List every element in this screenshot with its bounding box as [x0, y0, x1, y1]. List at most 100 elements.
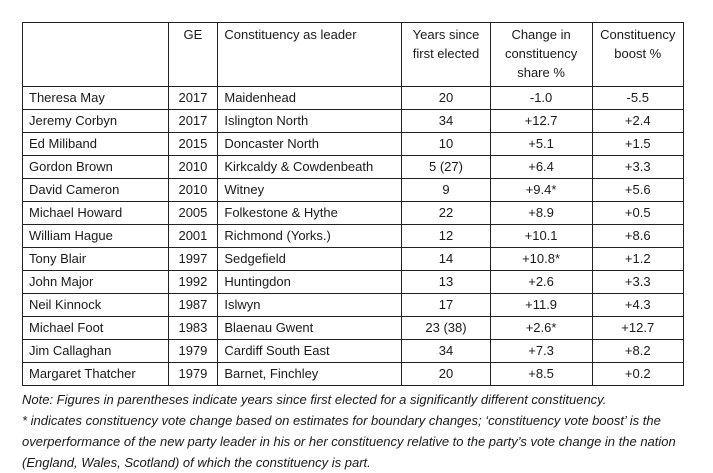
cell-boost: +3.3 — [591, 155, 684, 179]
cell-ge: 1983 — [167, 316, 219, 340]
cell-boost: +2.4 — [591, 109, 684, 133]
header-constituency: Constituency as leader — [217, 22, 403, 87]
cell-boost: +1.2 — [591, 247, 684, 271]
table-row: Margaret Thatcher 1979 Barnet, Finchley 20 +… — [22, 362, 684, 386]
cell-boost: -5.5 — [591, 86, 684, 110]
cell-boost: +12.7 — [591, 316, 684, 340]
cell-years: 13 — [401, 270, 491, 294]
cell-name: Theresa May — [22, 86, 169, 110]
cell-name: Neil Kinnock — [22, 293, 169, 317]
document: GE Constituency as leader Years since fi… — [22, 22, 697, 473]
cell-change: +11.9 — [489, 293, 593, 317]
header-years: Years since first elected — [401, 22, 491, 87]
cell-ge: 1987 — [167, 293, 219, 317]
cell-ge: 2017 — [167, 109, 219, 133]
cell-years: 22 — [401, 201, 491, 225]
cell-name: Margaret Thatcher — [22, 362, 169, 386]
table-header: GE Constituency as leader Years since fi… — [22, 22, 684, 87]
cell-ge: 2015 — [167, 132, 219, 156]
cell-name: Jeremy Corbyn — [22, 109, 169, 133]
cell-years: 20 — [401, 362, 491, 386]
cell-constituency: Folkestone & Hythe — [217, 201, 403, 225]
cell-years: 5 (27) — [401, 155, 491, 179]
table-body: Theresa May 2017 Maidenhead 20 -1.0 -5.5 Jerem… — [22, 86, 684, 386]
cell-ge: 2010 — [167, 155, 219, 179]
cell-constituency: Barnet, Finchley — [217, 362, 403, 386]
cell-change: +7.3 — [489, 339, 593, 363]
cell-constituency: Witney — [217, 178, 403, 202]
table-row: Theresa May 2017 Maidenhead 20 -1.0 -5.5 — [22, 86, 684, 110]
cell-constituency: Huntingdon — [217, 270, 403, 294]
note-line-1: Note: Figures in parentheses indicate ye… — [22, 392, 607, 407]
header-ge: GE — [167, 22, 219, 87]
table-row: John Major 1992 Huntingdon 13 +2.6 +3.3 — [22, 270, 684, 294]
table-row: Ed Miliband 2015 Doncaster North 10 +5.1 +1.5 — [22, 132, 684, 156]
table-row: Tony Blair 1997 Sedgefield 14 +10.8* +1.2 — [22, 247, 684, 271]
cell-years: 10 — [401, 132, 491, 156]
cell-name: Gordon Brown — [22, 155, 169, 179]
header-boost: Constituency boost % — [591, 22, 684, 87]
cell-ge: 2001 — [167, 224, 219, 248]
cell-name: Ed Miliband — [22, 132, 169, 156]
table-row: David Cameron 2010 Witney 9 +9.4* +5.6 — [22, 178, 684, 202]
cell-ge: 2017 — [167, 86, 219, 110]
cell-ge: 1979 — [167, 362, 219, 386]
cell-change: +12.7 — [489, 109, 593, 133]
cell-boost: +4.3 — [591, 293, 684, 317]
cell-years: 12 — [401, 224, 491, 248]
cell-ge: 1997 — [167, 247, 219, 271]
cell-years: 20 — [401, 86, 491, 110]
cell-constituency: Islington North — [217, 109, 403, 133]
cell-boost: +8.6 — [591, 224, 684, 248]
cell-ge: 2005 — [167, 201, 219, 225]
cell-name: Michael Howard — [22, 201, 169, 225]
note-line-2: * indicates constituency vote change bas… — [22, 413, 676, 470]
table-row: Jim Callaghan 1979 Cardiff South East 34 +7.… — [22, 339, 684, 363]
cell-boost: +1.5 — [591, 132, 684, 156]
cell-constituency: Islwyn — [217, 293, 403, 317]
cell-name: Michael Foot — [22, 316, 169, 340]
cell-boost: +0.5 — [591, 201, 684, 225]
header-row: GE Constituency as leader Years since fi… — [22, 22, 684, 87]
cell-name: Jim Callaghan — [22, 339, 169, 363]
cell-constituency: Maidenhead — [217, 86, 403, 110]
header-change: Change in constituency share % — [489, 22, 593, 87]
cell-constituency: Kirkcaldy & Cowdenbeath — [217, 155, 403, 179]
table-row: Michael Foot 1983 Blaenau Gwent 23 (38) +2.6… — [22, 316, 684, 340]
table-row: Gordon Brown 2010 Kirkcaldy & Cowdenbeath 5… — [22, 155, 684, 179]
cell-ge: 2010 — [167, 178, 219, 202]
cell-change: -1.0 — [489, 86, 593, 110]
cell-name: David Cameron — [22, 178, 169, 202]
cell-constituency: Doncaster North — [217, 132, 403, 156]
cell-boost: +5.6 — [591, 178, 684, 202]
cell-change: +10.1 — [489, 224, 593, 248]
cell-years: 17 — [401, 293, 491, 317]
cell-constituency: Sedgefield — [217, 247, 403, 271]
cell-change: +2.6 — [489, 270, 593, 294]
party-leaders-table: GE Constituency as leader Years since fi… — [22, 22, 684, 386]
cell-boost: +8.2 — [591, 339, 684, 363]
table-row: William Hague 2001 Richmond (Yorks.) 12 +10.… — [22, 224, 684, 248]
table-row: Michael Howard 2005 Folkestone & Hythe 22 +8… — [22, 201, 684, 225]
cell-name: Tony Blair — [22, 247, 169, 271]
cell-years: 23 (38) — [401, 316, 491, 340]
cell-change: +2.6* — [489, 316, 593, 340]
cell-name: William Hague — [22, 224, 169, 248]
cell-boost: +3.3 — [591, 270, 684, 294]
cell-ge: 1992 — [167, 270, 219, 294]
cell-constituency: Blaenau Gwent — [217, 316, 403, 340]
cell-change: +10.8* — [489, 247, 593, 271]
table-note: Note: Figures in parentheses indicate ye… — [22, 389, 712, 473]
cell-years: 14 — [401, 247, 491, 271]
cell-years: 34 — [401, 339, 491, 363]
cell-ge: 1979 — [167, 339, 219, 363]
cell-change: +6.4 — [489, 155, 593, 179]
cell-change: +5.1 — [489, 132, 593, 156]
header-name — [22, 22, 169, 87]
cell-constituency: Richmond (Yorks.) — [217, 224, 403, 248]
cell-name: John Major — [22, 270, 169, 294]
cell-years: 34 — [401, 109, 491, 133]
cell-boost: +0.2 — [591, 362, 684, 386]
table-row: Neil Kinnock 1987 Islwyn 17 +11.9 +4.3 — [22, 293, 684, 317]
table-row: Jeremy Corbyn 2017 Islington North 34 +12.7 +… — [22, 109, 684, 133]
